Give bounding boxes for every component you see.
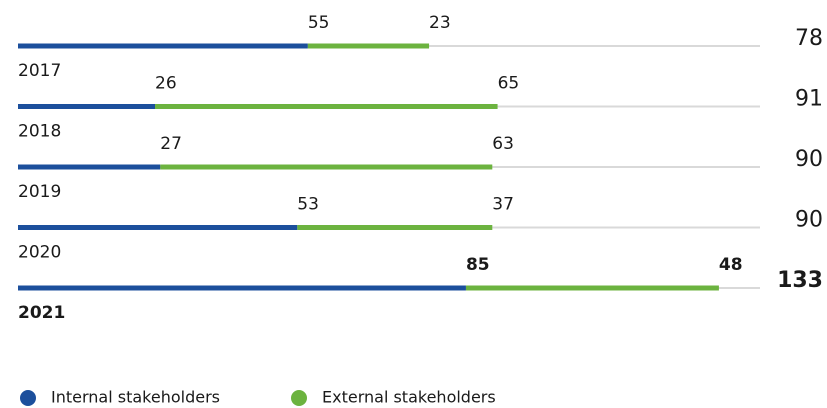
category-label: 2020 <box>18 243 61 263</box>
bar-segment <box>18 104 156 109</box>
total-label: 90 <box>795 147 823 172</box>
segment-label: 55 <box>308 13 330 33</box>
segment-label: 65 <box>498 74 520 94</box>
bar-segment <box>18 225 298 230</box>
segment-label: 27 <box>160 134 182 154</box>
segment-label: 63 <box>492 134 514 154</box>
bar-segment <box>297 225 493 230</box>
category-label: 2018 <box>18 122 61 142</box>
segment-label: 23 <box>429 13 451 33</box>
category-label: 2019 <box>18 182 61 202</box>
legend-swatch <box>20 390 36 406</box>
legend-label: External stakeholders <box>322 388 496 407</box>
bar-segment <box>307 43 430 49</box>
bar-segment <box>18 164 161 170</box>
legend-label: Internal stakeholders <box>51 388 220 407</box>
segment-label: 26 <box>155 74 177 94</box>
category-label: 2017 <box>18 61 61 81</box>
total-label: 91 <box>795 87 823 112</box>
bar-segment <box>155 104 498 109</box>
bar-segment <box>465 285 719 291</box>
total-label: 90 <box>795 208 823 233</box>
category-label: 2021 <box>18 303 65 323</box>
bar-segment <box>160 164 493 170</box>
segment-label: 37 <box>492 195 514 215</box>
total-label: 133 <box>777 268 823 293</box>
segment-label: 53 <box>297 195 319 215</box>
bar-segment <box>18 285 466 291</box>
segment-label: 48 <box>719 255 743 275</box>
total-label: 78 <box>795 26 823 51</box>
legend-swatch <box>291 390 307 406</box>
bar-segment <box>18 43 308 49</box>
segment-label: 85 <box>466 255 490 275</box>
